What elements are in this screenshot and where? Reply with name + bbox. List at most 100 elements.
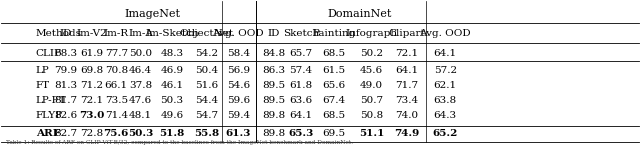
Text: 51.1: 51.1 xyxy=(359,128,385,138)
Text: 72.1: 72.1 xyxy=(396,49,419,58)
Text: DomainNet: DomainNet xyxy=(328,9,392,19)
Text: 77.7: 77.7 xyxy=(105,49,128,58)
Text: 64.1: 64.1 xyxy=(289,111,312,120)
Text: 72.8: 72.8 xyxy=(80,128,103,138)
Text: 61.9: 61.9 xyxy=(80,49,103,58)
Text: 66.1: 66.1 xyxy=(105,81,128,90)
Text: 89.8: 89.8 xyxy=(262,128,285,138)
Text: 57.4: 57.4 xyxy=(289,66,312,75)
Text: 50.2: 50.2 xyxy=(360,49,383,58)
Text: 50.4: 50.4 xyxy=(195,66,218,75)
Text: 65.3: 65.3 xyxy=(288,128,314,138)
Text: 62.1: 62.1 xyxy=(434,81,457,90)
Text: 56.9: 56.9 xyxy=(227,66,250,75)
Text: 61.5: 61.5 xyxy=(323,66,346,75)
Text: ImageNet: ImageNet xyxy=(124,9,180,19)
Text: 89.5: 89.5 xyxy=(262,81,285,90)
Text: 70.8: 70.8 xyxy=(105,66,128,75)
Text: 71.4: 71.4 xyxy=(105,111,128,120)
Text: ID: ID xyxy=(268,29,280,38)
Text: 46.9: 46.9 xyxy=(160,66,184,75)
Text: Clipart: Clipart xyxy=(388,29,425,38)
Text: 89.8: 89.8 xyxy=(262,111,285,120)
Text: 73.4: 73.4 xyxy=(396,96,419,105)
Text: 84.8: 84.8 xyxy=(262,49,285,58)
Text: FT: FT xyxy=(36,81,50,90)
Text: 63.8: 63.8 xyxy=(434,96,457,105)
Text: 69.5: 69.5 xyxy=(323,128,346,138)
Text: 65.2: 65.2 xyxy=(433,128,458,138)
Text: 48.1: 48.1 xyxy=(129,111,152,120)
Text: CLIP: CLIP xyxy=(36,49,61,58)
Text: 73.0: 73.0 xyxy=(79,111,104,120)
Text: 63.6: 63.6 xyxy=(289,96,312,105)
Text: 68.3: 68.3 xyxy=(54,49,77,58)
Text: 69.8: 69.8 xyxy=(80,66,103,75)
Text: 54.7: 54.7 xyxy=(195,111,218,120)
Text: 73.5: 73.5 xyxy=(105,96,128,105)
Text: 67.4: 67.4 xyxy=(323,96,346,105)
Text: Infograph: Infograph xyxy=(346,29,398,38)
Text: 50.0: 50.0 xyxy=(129,49,152,58)
Text: 55.8: 55.8 xyxy=(194,128,219,138)
Text: 64.3: 64.3 xyxy=(434,111,457,120)
Text: 48.3: 48.3 xyxy=(160,49,184,58)
Text: LP: LP xyxy=(36,66,49,75)
Text: ID: ID xyxy=(60,29,72,38)
Text: FLYP: FLYP xyxy=(36,111,63,120)
Text: Avg. OOD: Avg. OOD xyxy=(212,29,264,38)
Text: 71.2: 71.2 xyxy=(80,81,103,90)
Text: 65.7: 65.7 xyxy=(289,49,312,58)
Text: 51.8: 51.8 xyxy=(159,128,184,138)
Text: 50.8: 50.8 xyxy=(360,111,383,120)
Text: Methods: Methods xyxy=(36,29,82,38)
Text: 57.2: 57.2 xyxy=(434,66,457,75)
Text: ARF: ARF xyxy=(36,128,60,138)
Text: 74.9: 74.9 xyxy=(394,128,419,138)
Text: 54.6: 54.6 xyxy=(227,81,250,90)
Text: 64.1: 64.1 xyxy=(434,49,457,58)
Text: 50.3: 50.3 xyxy=(128,128,153,138)
Text: 45.6: 45.6 xyxy=(360,66,383,75)
Text: 86.3: 86.3 xyxy=(262,66,285,75)
Text: 46.1: 46.1 xyxy=(160,81,184,90)
Text: Painting: Painting xyxy=(312,29,356,38)
Text: 61.3: 61.3 xyxy=(225,128,251,138)
Text: 59.6: 59.6 xyxy=(227,96,250,105)
Text: 72.1: 72.1 xyxy=(80,96,103,105)
Text: 49.0: 49.0 xyxy=(360,81,383,90)
Text: Table 1: Results of ARF on CLIP ViT-B/32, compared to the baselines from the Ima: Table 1: Results of ARF on CLIP ViT-B/32… xyxy=(6,140,353,145)
Text: 51.6: 51.6 xyxy=(195,81,218,90)
Text: 50.3: 50.3 xyxy=(160,96,184,105)
Text: 61.8: 61.8 xyxy=(289,81,312,90)
Text: LP-FT: LP-FT xyxy=(36,96,67,105)
Text: Im-R: Im-R xyxy=(104,29,129,38)
Text: 58.4: 58.4 xyxy=(227,49,250,58)
Text: 50.7: 50.7 xyxy=(360,96,383,105)
Text: 47.6: 47.6 xyxy=(129,96,152,105)
Text: 74.0: 74.0 xyxy=(396,111,419,120)
Text: Avg. OOD: Avg. OOD xyxy=(419,29,471,38)
Text: 81.7: 81.7 xyxy=(54,96,77,105)
Text: 68.5: 68.5 xyxy=(323,49,346,58)
Text: 71.7: 71.7 xyxy=(396,81,419,90)
Text: Im-V2: Im-V2 xyxy=(76,29,107,38)
Text: 49.6: 49.6 xyxy=(160,111,184,120)
Text: 54.2: 54.2 xyxy=(195,49,218,58)
Text: 81.3: 81.3 xyxy=(54,81,77,90)
Text: 65.6: 65.6 xyxy=(323,81,346,90)
Text: 59.4: 59.4 xyxy=(227,111,250,120)
Text: 54.4: 54.4 xyxy=(195,96,218,105)
Text: ObjectNet: ObjectNet xyxy=(179,29,234,38)
Text: 64.1: 64.1 xyxy=(396,66,419,75)
Text: 46.4: 46.4 xyxy=(129,66,152,75)
Text: 89.5: 89.5 xyxy=(262,96,285,105)
Text: Im-A: Im-A xyxy=(128,29,153,38)
Text: 75.6: 75.6 xyxy=(104,128,129,138)
Text: 37.8: 37.8 xyxy=(129,81,152,90)
Text: 79.9: 79.9 xyxy=(54,66,77,75)
Text: Im-Sketch: Im-Sketch xyxy=(145,29,198,38)
Text: 82.6: 82.6 xyxy=(54,111,77,120)
Text: 82.7: 82.7 xyxy=(54,128,77,138)
Text: 68.5: 68.5 xyxy=(323,111,346,120)
